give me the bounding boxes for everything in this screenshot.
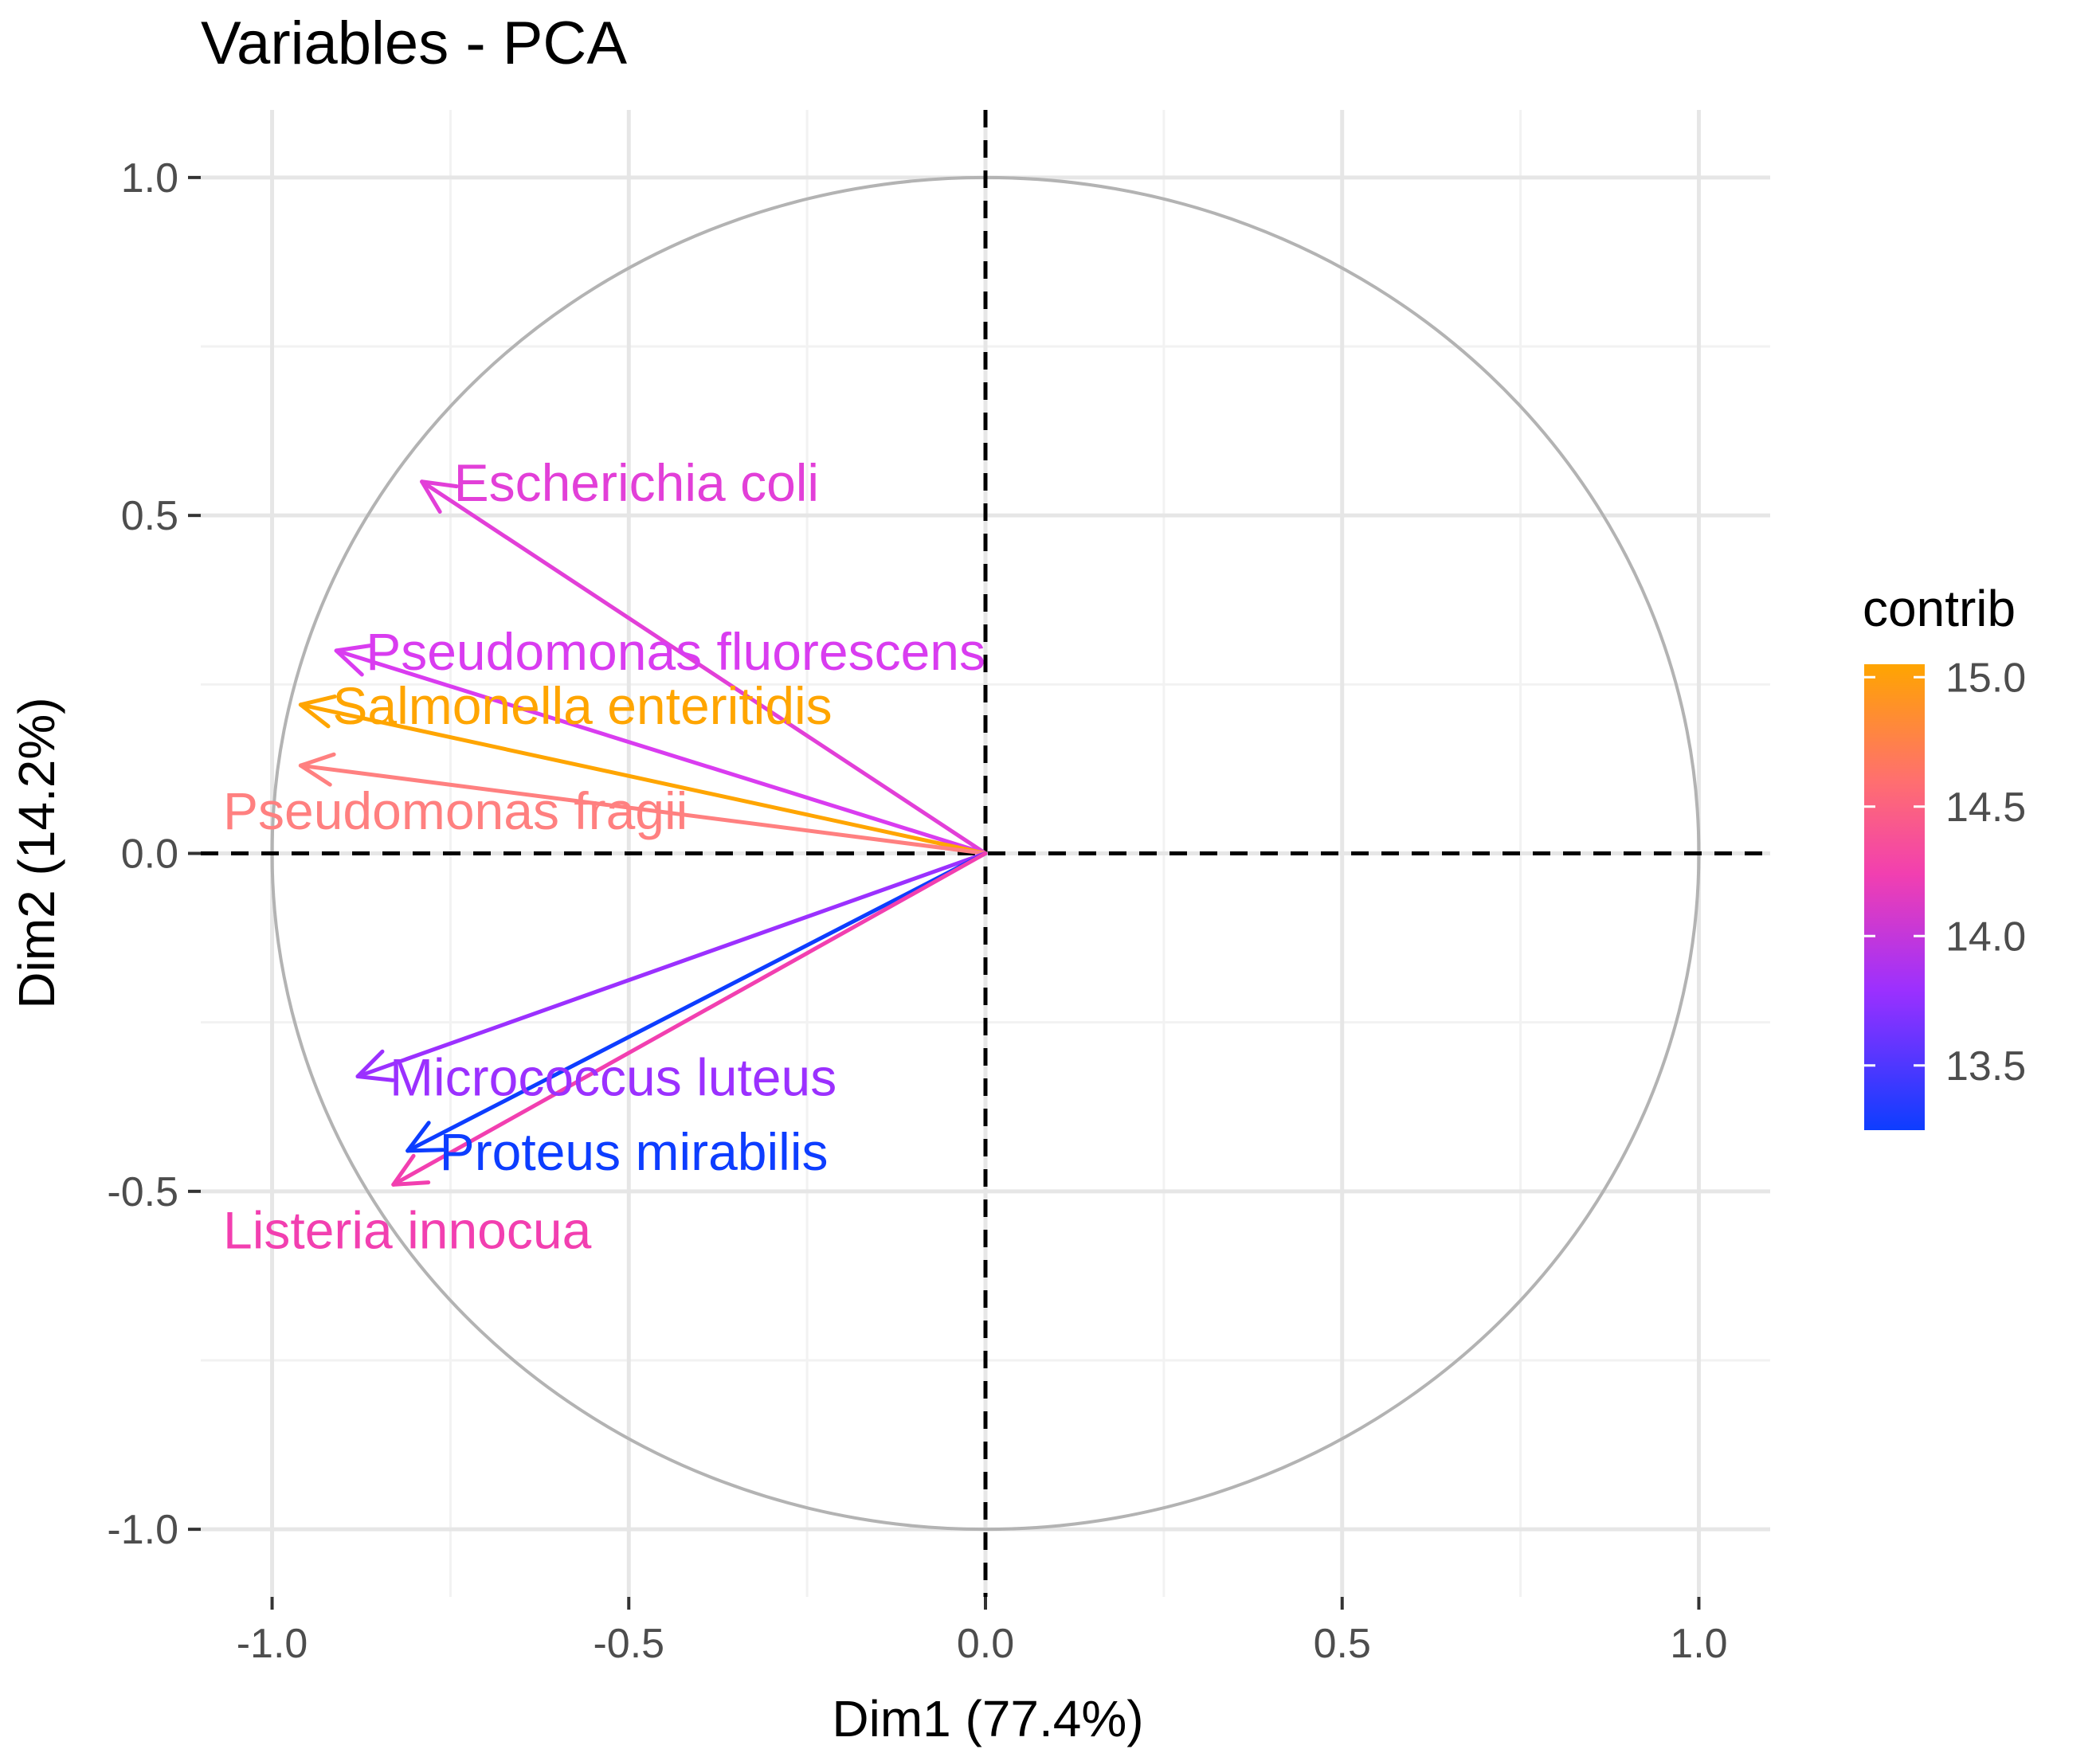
legend-tick-label: 14.5 xyxy=(1945,785,2026,831)
x-tick-label: 0.0 xyxy=(957,1621,1014,1667)
x-tick-label: 1.0 xyxy=(1670,1621,1727,1667)
variable-label: Pseudomonas fragii xyxy=(223,781,688,840)
legend-tick-label: 13.5 xyxy=(1945,1043,2026,1090)
variable-arrow xyxy=(420,479,988,855)
variable-label: Salmonella enteritidis xyxy=(332,676,832,735)
x-tick-label: 0.5 xyxy=(1314,1621,1371,1667)
legend-tick-label: 14.0 xyxy=(1945,914,2026,960)
y-tick-label: -1.0 xyxy=(107,1507,178,1553)
x-axis-label: Dim1 (77.4%) xyxy=(832,1690,1143,1747)
variable-arrowhead xyxy=(298,752,336,787)
variable-label: Micrococcus luteus xyxy=(390,1048,836,1107)
x-tick-label: -1.0 xyxy=(237,1621,308,1667)
variable-arrow xyxy=(334,648,988,855)
variable-arrow xyxy=(355,851,988,1079)
variable-arrowhead xyxy=(298,695,337,729)
variable-labels: Escherichia coli Pseudomonas fluorescensS… xyxy=(223,453,985,1260)
y-tick-label: 1.0 xyxy=(121,155,178,202)
legend: contrib 15.0 14.5 14.0 13.5 xyxy=(1863,580,2026,1130)
x-axis: -1.0 -0.5 0.0 0.5 1.0 xyxy=(237,1597,1728,1667)
variable-arrow xyxy=(298,763,988,855)
variable-arrow xyxy=(298,702,988,855)
variable-arrow xyxy=(406,851,988,1153)
y-tick-label: 0.5 xyxy=(121,493,178,539)
variable-arrows xyxy=(298,479,988,1187)
variable-label: Listeria innocua xyxy=(223,1200,592,1259)
chart-title: Variables - PCA xyxy=(201,10,627,77)
y-tick-label: -0.5 xyxy=(107,1169,178,1215)
variable-arrow xyxy=(391,851,988,1187)
variable-label: Proteus mirabilis xyxy=(440,1122,829,1181)
variable-arrowhead xyxy=(420,479,459,515)
legend-ticks: 15.0 14.5 14.0 13.5 xyxy=(1864,655,2026,1090)
y-tick-label: 0.0 xyxy=(121,831,178,878)
legend-title: contrib xyxy=(1863,580,2016,637)
y-axis-label: Dim2 (14.2%) xyxy=(8,697,65,1008)
x-tick-label: -0.5 xyxy=(593,1621,664,1667)
legend-colorbar xyxy=(1864,664,1925,1130)
variable-arrowhead xyxy=(334,644,374,677)
variable-arrowhead xyxy=(391,1153,431,1187)
variable-arrowhead xyxy=(355,1049,395,1082)
y-axis: 1.0 0.5 0.0 -0.5 -1.0 xyxy=(107,155,201,1553)
variable-label: Escherichia coli xyxy=(454,453,820,512)
variable-label: Pseudomonas fluorescens xyxy=(366,622,985,681)
legend-tick-label: 15.0 xyxy=(1945,655,2026,701)
variable-arrowhead xyxy=(406,1121,445,1153)
